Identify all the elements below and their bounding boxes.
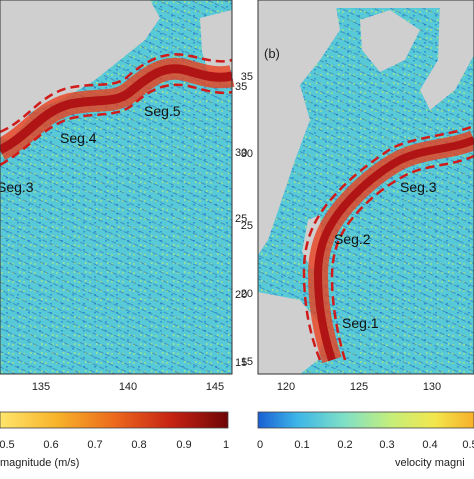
panel-a-x-axis: 135 140 145 <box>32 381 224 393</box>
svg-text:0.5: 0.5 <box>462 439 474 451</box>
svg-text:125: 125 <box>350 381 368 393</box>
panel-b-land-japan <box>420 0 474 110</box>
svg-text:0.8: 0.8 <box>131 439 146 451</box>
svg-text:140: 140 <box>119 381 137 393</box>
panel-a-segment-outline <box>0 83 233 167</box>
svg-text:magnitude (m/s): magnitude (m/s) <box>0 457 79 469</box>
svg-text:30: 30 <box>235 147 247 159</box>
panel-a-land-japan <box>0 0 160 125</box>
svg-text:0.1: 0.1 <box>294 439 309 451</box>
panel-b-colorbar: 0 0.1 0.2 0.3 0.4 0.5 velocity magni <box>257 411 474 469</box>
svg-text:25: 25 <box>241 220 253 232</box>
panel-a-y-axis: 35 30 25 20 15 <box>235 81 247 369</box>
svg-text:120: 120 <box>277 381 295 393</box>
svg-text:130: 130 <box>423 381 441 393</box>
svg-text:0.6: 0.6 <box>43 439 58 451</box>
svg-text:0.9: 0.9 <box>176 439 191 451</box>
svg-text:0.4: 0.4 <box>422 439 437 451</box>
panel-b-seg2-label: Seg.2 <box>334 231 371 247</box>
panel-a-seg3-label: Seg.3 <box>0 179 34 195</box>
svg-text:25: 25 <box>235 213 247 225</box>
svg-text:15: 15 <box>241 356 253 368</box>
panel-b: (b) Seg.1 Seg.2 Seg.3 35 30 25 20 15 120… <box>241 0 474 393</box>
svg-text:0.5: 0.5 <box>0 439 15 451</box>
svg-text:0: 0 <box>257 439 263 451</box>
panel-b-x-axis: 120 125 130 <box>277 381 441 393</box>
panel-b-label: (b) <box>264 46 280 61</box>
panel-b-land-korea <box>360 10 420 72</box>
svg-text:0.7: 0.7 <box>87 439 102 451</box>
svg-text:35: 35 <box>241 71 253 83</box>
svg-text:velocity magni: velocity magni <box>395 457 465 469</box>
panel-b-land-china <box>258 0 340 255</box>
svg-text:145: 145 <box>206 381 224 393</box>
svg-text:20: 20 <box>241 288 253 300</box>
svg-text:30: 30 <box>241 148 253 160</box>
svg-text:35: 35 <box>235 81 247 93</box>
svg-text:0.3: 0.3 <box>379 439 394 451</box>
panel-b-seg3-label: Seg.3 <box>400 179 437 195</box>
panel-a-seg4-label: Seg.4 <box>60 130 97 146</box>
svg-text:0.2: 0.2 <box>337 439 352 451</box>
panel-b-segment-outline <box>330 154 474 361</box>
svg-text:135: 135 <box>32 381 50 393</box>
panel-b-seg1-label: Seg.1 <box>342 315 379 331</box>
svg-text:15: 15 <box>235 357 247 369</box>
svg-text:20: 20 <box>235 289 247 301</box>
panel-a-seg5-label: Seg.5 <box>144 103 181 119</box>
panel-a: Seg.3 Seg.4 Seg.5 35 30 25 20 15 135 140… <box>0 0 247 393</box>
panel-b-y-axis: 35 30 25 20 15 <box>241 71 253 368</box>
panel-a-colorbar: 0.5 0.6 0.7 0.8 0.9 1 magnitude (m/s) <box>0 411 229 469</box>
svg-text:1: 1 <box>223 439 229 451</box>
